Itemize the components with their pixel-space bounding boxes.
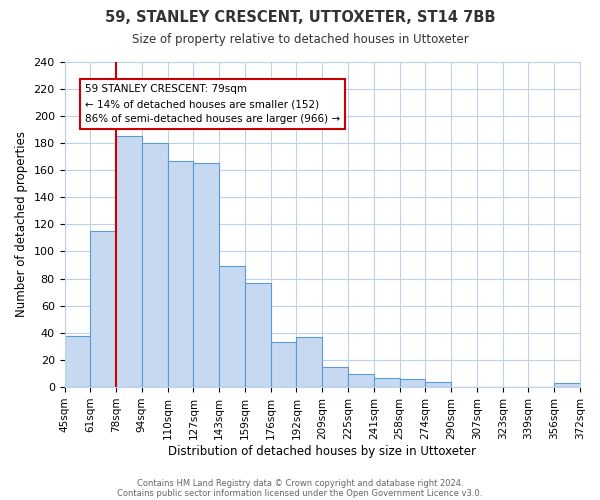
Text: 59 STANLEY CRESCENT: 79sqm
← 14% of detached houses are smaller (152)
86% of sem: 59 STANLEY CRESCENT: 79sqm ← 14% of deta… xyxy=(85,84,340,124)
Bar xyxy=(322,366,348,387)
Bar xyxy=(91,231,116,387)
Text: Contains HM Land Registry data © Crown copyright and database right 2024.: Contains HM Land Registry data © Crown c… xyxy=(137,478,463,488)
Bar xyxy=(400,379,425,387)
Bar xyxy=(271,342,296,387)
Bar xyxy=(167,160,193,387)
X-axis label: Distribution of detached houses by size in Uttoxeter: Distribution of detached houses by size … xyxy=(168,444,476,458)
Bar xyxy=(245,282,271,387)
Bar xyxy=(65,336,91,387)
Text: Size of property relative to detached houses in Uttoxeter: Size of property relative to detached ho… xyxy=(131,32,469,46)
Bar xyxy=(296,337,322,387)
Text: 59, STANLEY CRESCENT, UTTOXETER, ST14 7BB: 59, STANLEY CRESCENT, UTTOXETER, ST14 7B… xyxy=(105,10,495,25)
Bar xyxy=(116,136,142,387)
Bar xyxy=(142,143,167,387)
Bar xyxy=(554,383,580,387)
Text: Contains public sector information licensed under the Open Government Licence v3: Contains public sector information licen… xyxy=(118,488,482,498)
Bar xyxy=(374,378,400,387)
Y-axis label: Number of detached properties: Number of detached properties xyxy=(15,132,28,318)
Bar xyxy=(193,163,219,387)
Bar xyxy=(348,374,374,387)
Bar xyxy=(219,266,245,387)
Bar xyxy=(425,382,451,387)
